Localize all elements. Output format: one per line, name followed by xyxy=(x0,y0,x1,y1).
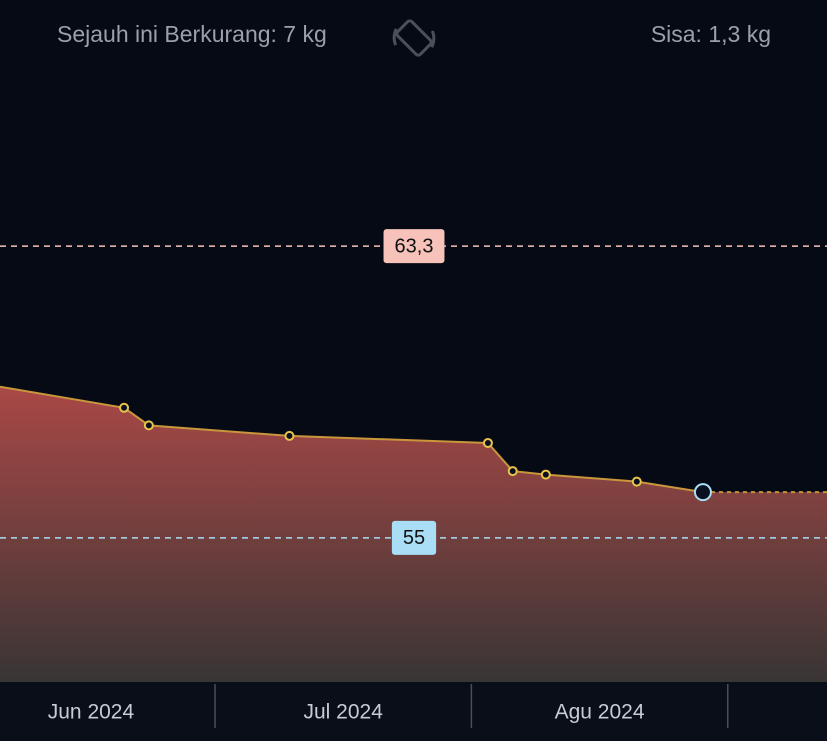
reference-label-box xyxy=(383,229,445,264)
reference-label-box xyxy=(391,520,437,555)
point xyxy=(482,437,493,448)
point xyxy=(119,402,130,413)
lost-text: Sejauh ini Berkurang: 7 kg xyxy=(57,21,327,47)
point xyxy=(284,430,295,441)
remaining-text: Sisa: 1,3 kg xyxy=(651,21,771,47)
x-tick-label: Jul 2024 xyxy=(304,701,384,724)
point xyxy=(631,476,642,487)
current-point xyxy=(693,483,712,502)
point xyxy=(143,420,154,431)
reference-label: 55 xyxy=(403,527,425,549)
axis-bar xyxy=(0,682,827,741)
reference-label: 63,3 xyxy=(395,235,434,257)
rotate-icon[interactable] xyxy=(388,12,440,64)
x-tick-label: Jun 2024 xyxy=(48,701,135,724)
point xyxy=(540,469,551,480)
x-tick-label: Agu 2024 xyxy=(555,701,645,724)
point xyxy=(507,466,518,477)
